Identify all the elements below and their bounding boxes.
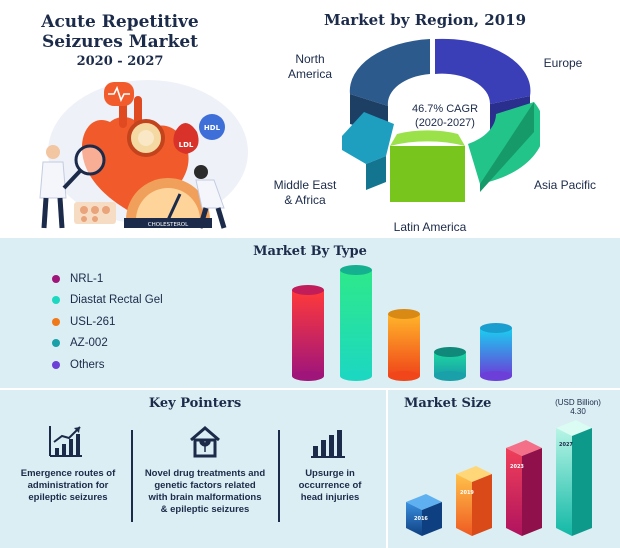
prism-year-label: 2023 (510, 464, 524, 470)
nurse-head-icon (194, 165, 208, 179)
doctor-head-icon (46, 145, 60, 159)
cylinder-usl-261 (388, 309, 420, 381)
key-pointer-divider (131, 430, 133, 522)
ldl-label: LDL (179, 141, 194, 149)
legend-item: Diastat Rectal Gel (52, 290, 163, 312)
legend-item: AZ-002 (52, 333, 163, 355)
market-size-prisms: 2016 2019 2023 2027 (406, 420, 592, 536)
market-size-value-label: 4.30 (570, 407, 586, 416)
key-pointer-divider (278, 430, 280, 522)
nurse-coat-icon (195, 179, 225, 209)
prism-year-label: 2019 (460, 490, 474, 496)
magnifier-icon (74, 144, 106, 176)
cylinder-az-002 (434, 347, 466, 381)
cylinder-others (480, 323, 512, 381)
ldl-drop-icon (173, 123, 199, 154)
donut-segment-latin-america-side (390, 146, 465, 202)
donut-segment-europe (435, 38, 531, 104)
legend-dot-icon (52, 317, 60, 326)
gauge-inner (136, 188, 200, 220)
legend-dot-icon (52, 360, 60, 369)
cagr-label: 46.7% CAGR (2020-2027) (395, 102, 495, 130)
legend-item: USL-261 (52, 311, 163, 333)
doctor-coat-icon (39, 161, 67, 199)
donut-segment-north-america (349, 39, 430, 106)
type-cylinders (292, 265, 512, 381)
gauge-label: CHOLESTEROL (148, 222, 189, 228)
legend-label: Others (70, 358, 105, 371)
gauge-base (124, 218, 212, 228)
type-legend: NRL-1 Diastat Rectal Gel USL-261 AZ-002 … (52, 268, 163, 376)
key-pointers-panel (0, 390, 386, 548)
prism-year-label: 2016 (414, 516, 428, 522)
heartbeat-icon (108, 85, 130, 103)
prism-year-label: 2027 (559, 442, 573, 448)
market-size-unit-label: (USD Billion) (555, 398, 601, 407)
cylinder-nrl-1 (292, 285, 324, 381)
legend-label: Diastat Rectal Gel (70, 294, 163, 307)
legend-dot-icon (52, 339, 60, 348)
label-north-america: North America (287, 52, 332, 81)
label-latin-america: Latin America (393, 220, 467, 234)
legend-label: NRL-1 (70, 272, 104, 285)
key-pointer-text: Emergence routes of administration for e… (20, 468, 116, 503)
label-asia-pacific: Asia Pacific (533, 178, 597, 192)
title-years: 2020 - 2027 (76, 54, 164, 69)
cagr-value: 46.7% CAGR (411, 103, 479, 115)
home-plant-icon (190, 426, 220, 458)
bar-chart-icon (311, 430, 345, 458)
prism-2019: 2019 (456, 466, 492, 536)
legend-label: USL-261 (70, 315, 116, 328)
key-pointer-text: Novel drug treatments and genetic factor… (144, 468, 266, 515)
page-title: Acute Repetitive Seizures Market (41, 12, 199, 52)
donut-segment-asia-pacific-side (480, 102, 534, 192)
growth-chart-icon (49, 426, 82, 457)
doctor-leg-icon (41, 197, 49, 229)
hdl-label: HDL (204, 124, 221, 132)
legend-item: Others (52, 354, 163, 376)
market-size-title: Market Size (404, 396, 492, 411)
legend-label: AZ-002 (70, 337, 108, 350)
cagr-period: (2020-2027) (415, 117, 475, 129)
hdl-drop-icon (199, 114, 225, 140)
prism-2023: 2023 (506, 440, 542, 536)
gauge-needle-icon (166, 193, 182, 221)
cylinder-diastat (340, 265, 372, 381)
prism-2027: 2027 (556, 420, 592, 536)
nurse-leg-icon (197, 207, 209, 229)
donut-segment-mea-side (366, 156, 386, 190)
legend-dot-icon (52, 296, 60, 305)
label-europe: Europe (543, 56, 583, 70)
key-pointers-title: Key Pointers (148, 396, 242, 411)
region-chart-title: Market by Region, 2019 (323, 11, 527, 29)
magnifier-handle (62, 169, 82, 190)
market-size-unit: (USD Billion) 4.30 (548, 398, 608, 416)
legend-item: NRL-1 (52, 268, 163, 290)
legend-dot-icon (52, 274, 60, 283)
medical-illustration: LDL HDL CHOLESTEROL (39, 80, 248, 229)
label-mea: Middle East & Africa (273, 178, 337, 207)
region-donut-chart (342, 38, 540, 202)
key-pointer-text: Upsurge in occurrence of head injuries (298, 468, 362, 503)
artery-lumen-icon (138, 130, 154, 146)
donut-segment-latin-america (390, 130, 465, 146)
type-section-title: Market By Type (253, 244, 367, 259)
donut-segment-mea (342, 112, 394, 164)
prism-2016: 2016 (406, 494, 442, 536)
